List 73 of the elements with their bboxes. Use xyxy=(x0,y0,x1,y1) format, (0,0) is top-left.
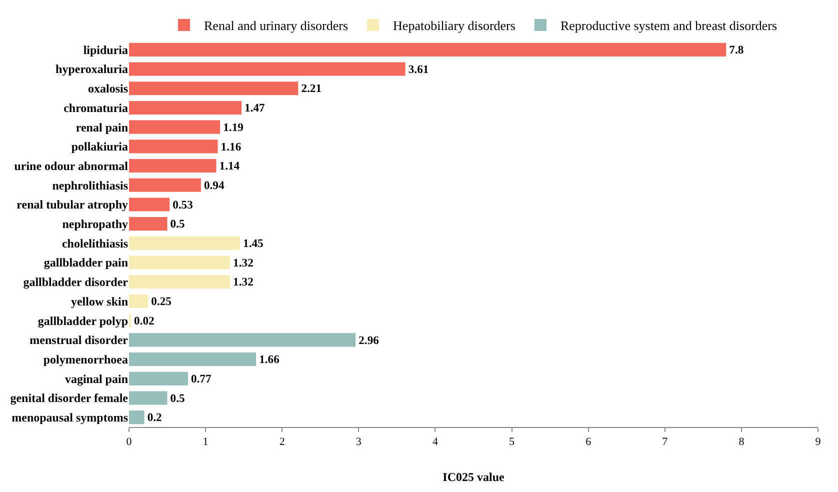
y-tick-label: lipiduria xyxy=(83,42,128,57)
y-tick-label: cholelithiasis xyxy=(62,236,128,250)
y-tick-label: pollakiuria xyxy=(71,140,128,154)
bar xyxy=(129,140,218,154)
y-tick-label: yellow skin xyxy=(70,294,128,308)
data-label: 0.77 xyxy=(190,372,212,386)
y-tick-label: renal pain xyxy=(76,120,128,134)
x-tick-label: 6 xyxy=(586,436,592,448)
y-tick-label: vaginal pain xyxy=(64,372,128,386)
bar xyxy=(129,120,220,134)
x-tick-label: 9 xyxy=(815,436,822,448)
y-tick-label: nephrolithiasis xyxy=(52,178,128,192)
data-label: 1.66 xyxy=(259,353,280,366)
y-tick-label: chromaturia xyxy=(64,100,128,115)
data-label: 1.14 xyxy=(219,160,240,173)
data-label: 2.96 xyxy=(358,334,380,347)
legend-label: Renal and urinary disorders xyxy=(204,18,348,34)
bar xyxy=(129,100,242,114)
x-axis-title: IC025 value xyxy=(442,470,506,484)
data-label: 0.2 xyxy=(147,411,162,424)
y-tick-label: oxalosis xyxy=(88,82,128,96)
bar xyxy=(129,275,230,289)
bar xyxy=(129,333,356,347)
bar xyxy=(129,178,201,192)
data-label: 1.45 xyxy=(243,237,264,250)
bar xyxy=(129,372,188,386)
y-tick-label: renal tubular atrophy xyxy=(16,198,128,212)
y-tick-label: gallbladder disorder xyxy=(23,275,129,290)
legend-label: Hepatobiliary disorders xyxy=(393,18,516,34)
data-label: 0.94 xyxy=(204,178,224,192)
bar xyxy=(129,294,148,308)
x-tick-label: 7 xyxy=(662,436,668,448)
y-tick-label: hyperoxaluria xyxy=(56,62,128,76)
x-tick-label: 0 xyxy=(126,436,132,448)
x-tick-label: 3 xyxy=(356,436,362,448)
bar xyxy=(129,256,230,270)
y-tick-label: menstrual disorder xyxy=(30,333,129,348)
data-label: 1.47 xyxy=(244,102,266,115)
data-label: 0.25 xyxy=(151,295,172,308)
bar xyxy=(129,236,240,250)
bar xyxy=(129,42,726,56)
data-label: 0.02 xyxy=(134,314,155,328)
data-label: 3.61 xyxy=(408,62,429,76)
bar xyxy=(129,159,216,173)
data-label: 0.5 xyxy=(170,218,185,231)
bar xyxy=(129,410,144,424)
y-tick-label: gallbladder pain xyxy=(44,256,128,270)
bar xyxy=(129,352,256,366)
x-tick-label: 2 xyxy=(279,436,285,448)
y-tick-label: gallbladder polyp xyxy=(38,314,128,328)
data-label: 0.5 xyxy=(170,392,185,405)
bar xyxy=(129,217,168,231)
x-tick-label: 1 xyxy=(202,436,208,448)
bar xyxy=(129,198,170,212)
y-tick-label: polymenorrhoea xyxy=(43,352,128,366)
data-label: 1.19 xyxy=(223,120,244,134)
legend-label: Reproductive system and breast disorders xyxy=(560,18,778,34)
y-tick-label: nephropathy xyxy=(62,217,128,232)
data-label: 1.32 xyxy=(233,276,254,289)
y-tick-label: genital disorder female xyxy=(10,391,129,406)
x-tick-label: 5 xyxy=(509,436,516,448)
data-label: 1.16 xyxy=(220,140,242,154)
data-label: 2.21 xyxy=(301,82,322,96)
y-tick-label: menopausal symptoms xyxy=(12,410,128,425)
bar xyxy=(129,82,298,96)
data-label: 0.53 xyxy=(172,198,194,212)
bar xyxy=(129,391,168,405)
y-tick-label: urine odour abnormal xyxy=(14,158,129,173)
x-tick-label: 8 xyxy=(738,436,745,448)
data-label: 1.32 xyxy=(233,256,254,270)
x-tick-label: 4 xyxy=(432,436,438,448)
bar xyxy=(129,62,406,76)
data-label: 7.8 xyxy=(729,44,744,57)
